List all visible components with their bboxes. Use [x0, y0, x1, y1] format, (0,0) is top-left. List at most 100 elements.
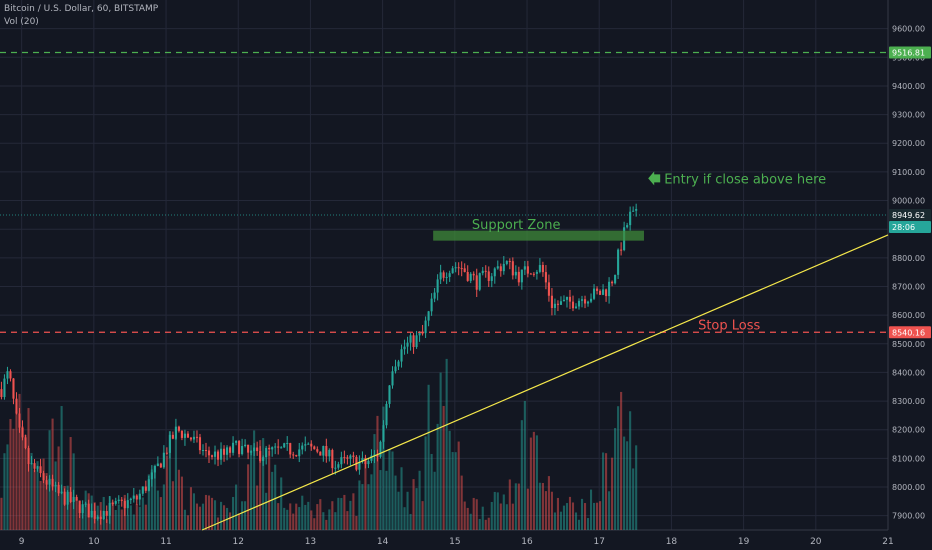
volume-bar [586, 518, 590, 530]
volume-bar [36, 461, 39, 530]
volume-bar [174, 437, 177, 530]
candle-body [596, 288, 599, 291]
volume-bar [481, 506, 484, 530]
candle-body [562, 299, 566, 302]
candle-body [129, 498, 132, 501]
volume-bar [577, 519, 581, 530]
support-zone-label: Support Zone [472, 218, 561, 233]
volume-bar [298, 507, 301, 530]
volume-bar [210, 497, 214, 530]
volume-bar [322, 512, 325, 530]
volume-bar [114, 509, 117, 530]
volume-bar [6, 444, 9, 530]
volume-bar [629, 411, 632, 530]
candle-body [295, 455, 298, 457]
volume-bar [283, 507, 286, 530]
stop-price-badge [889, 326, 931, 339]
candle-body [409, 335, 412, 343]
volume-bar [39, 480, 42, 530]
time-tick-label: 18 [666, 537, 678, 547]
candle-body [337, 464, 340, 468]
candle-body [535, 271, 538, 274]
volume-bar [370, 474, 373, 530]
volume-bar [565, 503, 569, 530]
candle-body [632, 210, 635, 212]
volume-bar [337, 497, 340, 530]
candle-body [117, 499, 120, 501]
candle-body [210, 455, 214, 457]
volume-bar [259, 440, 262, 530]
volume-bar [529, 437, 532, 530]
volume-bar [265, 492, 268, 530]
volume-bar [33, 469, 36, 530]
volume-bar [180, 476, 183, 530]
candle-body [171, 434, 174, 439]
candle-body [620, 249, 623, 251]
candle-body [132, 495, 135, 499]
candle-body [574, 306, 578, 309]
candle-body [165, 452, 168, 454]
candle-body [159, 463, 162, 468]
candle-body [364, 457, 367, 465]
volume-bar [24, 434, 27, 530]
volume-bar [12, 428, 15, 530]
volume-bar [201, 503, 205, 530]
volume-bar [514, 483, 517, 530]
volume-bar [238, 513, 241, 530]
volume-bar [632, 468, 635, 530]
volume-bar [123, 494, 126, 530]
candle-body [541, 265, 544, 273]
candle-body [358, 461, 361, 470]
volume-bar [244, 501, 247, 530]
volume-bar [430, 453, 433, 530]
candle-body [216, 451, 220, 460]
candle-body [204, 449, 208, 451]
volume-bar [105, 519, 108, 530]
volume-bar [556, 497, 560, 530]
stop-loss-label: Stop Loss [698, 318, 760, 333]
volume-bar [18, 393, 21, 530]
candle-body [523, 266, 526, 270]
volume-bar [457, 441, 460, 530]
price-tick-label: 9200.00 [892, 139, 925, 148]
candle-body [505, 261, 508, 264]
candle-body [9, 371, 12, 379]
volume-bar [599, 501, 602, 530]
price-tick-label: 8600.00 [892, 311, 925, 320]
volume-bar [442, 405, 445, 530]
volume-bar [135, 504, 138, 530]
candle-body [298, 449, 301, 457]
volume-bar [111, 501, 114, 530]
volume-bar [72, 453, 75, 530]
time-tick-label: 17 [593, 537, 604, 547]
volume-bar [505, 504, 508, 530]
volume-bar [247, 464, 250, 530]
volume-bar [424, 436, 427, 530]
volume-bar [544, 491, 547, 530]
candle-body [493, 268, 496, 277]
volume-bar [108, 496, 111, 530]
volume-bar [99, 502, 102, 530]
target-price-badge-text: 9516.81 [892, 48, 925, 57]
candle-body [478, 273, 481, 290]
candle-body [367, 460, 370, 465]
volume-bar [448, 430, 451, 530]
volume-bar [0, 497, 3, 530]
candle-body [406, 342, 409, 347]
volume-bar [553, 512, 556, 530]
volume-bar [301, 495, 304, 530]
volume-bar [256, 485, 259, 530]
candle-body [222, 448, 226, 455]
candle-body [238, 441, 241, 455]
candle-body [508, 261, 511, 263]
volume-bar [162, 484, 165, 530]
candle-body [454, 267, 457, 269]
candle-body [201, 449, 205, 451]
candle-body [304, 444, 307, 446]
candle-body [195, 436, 199, 438]
volume-bar [250, 445, 253, 530]
volume-bar [608, 491, 611, 530]
candle-body [520, 269, 523, 283]
volume-bar [355, 515, 358, 530]
